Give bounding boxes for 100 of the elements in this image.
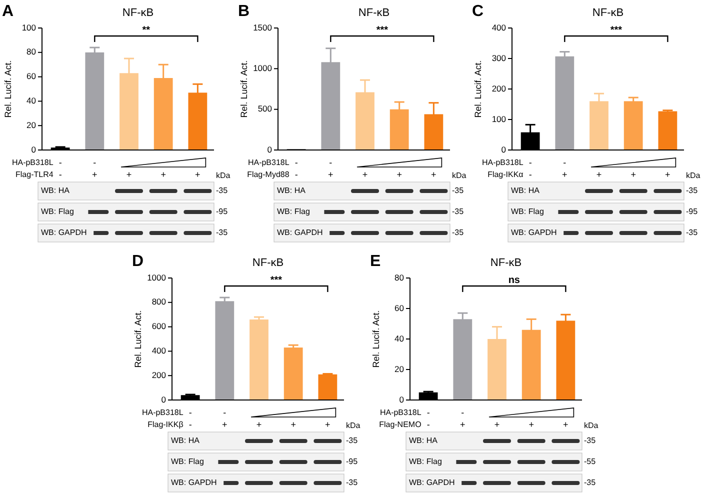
y-tick-label: 0 — [31, 144, 36, 154]
text: + — [328, 169, 334, 180]
text: - — [188, 419, 192, 430]
text: -55 — [584, 457, 596, 466]
y-tick-label: 400 — [152, 345, 166, 356]
bar — [555, 56, 574, 150]
text: WB: GAPDH — [171, 478, 218, 488]
text: D — [132, 253, 144, 270]
text: - — [294, 157, 298, 168]
text: -35 — [584, 436, 596, 446]
text: kDa — [216, 171, 231, 180]
text: HA-pB318L — [142, 408, 184, 418]
text: + — [325, 419, 330, 430]
text: + — [630, 169, 636, 180]
text: - — [58, 157, 62, 168]
text: + — [160, 169, 166, 180]
text: B — [238, 3, 250, 20]
text: -95 — [216, 207, 228, 216]
y-tick-label: 1000 — [253, 62, 272, 73]
text: Flag-IKKα — [488, 170, 524, 180]
y-tick-label: 800 — [152, 296, 166, 307]
y-tick-label: 500 — [258, 104, 272, 114]
text: WB: GAPDH — [41, 228, 88, 238]
text: -35 — [584, 478, 596, 488]
text: -95 — [686, 207, 698, 216]
chart-title: NF-κB — [490, 257, 522, 269]
text: - — [461, 407, 464, 418]
bar — [318, 374, 338, 400]
y-tick-label: 100 — [492, 114, 506, 124]
text: -35 — [452, 207, 464, 216]
bar — [658, 111, 678, 150]
y-tick-label: 40 — [394, 333, 404, 344]
text: Flag-IKKβ — [148, 420, 184, 430]
y-tick-label: 40 — [26, 95, 36, 106]
y-axis-title: Rel. Lucif. Act. — [133, 310, 143, 368]
y-tick-label: 80 — [26, 46, 36, 57]
text: Flag-Myd88 — [247, 170, 290, 180]
y-axis-title: Rel. Lucif. Act. — [371, 310, 381, 368]
y-tick-label: 60 — [394, 302, 404, 313]
text: - — [93, 157, 96, 168]
y-tick-label: 200 — [492, 83, 506, 94]
annotation: ns — [508, 275, 520, 286]
y-tick-label: 200 — [152, 370, 166, 380]
y-tick-label: 60 — [26, 71, 36, 82]
text: HA-pB318L — [12, 158, 54, 168]
text: WB: GAPDH — [277, 228, 324, 238]
text: - — [294, 169, 298, 180]
text: - — [528, 157, 532, 168]
text: - — [188, 407, 192, 418]
y-tick-label: 0 — [267, 144, 272, 154]
y-tick-label: 1000 — [147, 272, 166, 282]
text: -35 — [216, 228, 228, 238]
text: kDa — [346, 421, 361, 430]
text: WB: HA — [409, 436, 438, 446]
text: + — [460, 419, 466, 430]
chart-title: NF-κB — [122, 7, 154, 19]
text: A — [2, 3, 14, 20]
y-tick-label: 1500 — [253, 22, 272, 32]
text: HA-pB318L — [380, 408, 422, 418]
bar — [215, 301, 234, 400]
y-tick-label: 400 — [492, 22, 506, 32]
text: WB: HA — [277, 186, 306, 196]
text: + — [396, 169, 402, 180]
text: - — [223, 407, 226, 418]
text: + — [563, 419, 568, 430]
bar — [85, 52, 104, 150]
text: WB: GAPDH — [409, 478, 456, 488]
annotation: *** — [270, 275, 282, 286]
y-tick-label: 20 — [26, 120, 36, 130]
text: E — [370, 253, 381, 270]
text: Flag-TLR4 — [16, 170, 54, 180]
y-tick-label: 100 — [22, 22, 36, 32]
text: - — [426, 407, 430, 418]
y-tick-label: 600 — [152, 321, 166, 332]
text: - — [563, 157, 566, 168]
annotation: ** — [142, 25, 150, 36]
text: kDa — [584, 421, 599, 430]
text: + — [290, 419, 296, 430]
text: + — [494, 419, 500, 430]
text: + — [126, 169, 132, 180]
y-tick-label: 300 — [492, 52, 506, 63]
text: WB: Flag — [277, 207, 310, 216]
y-axis-title: Rel. Lucif. Act. — [239, 60, 249, 118]
text: HA-pB318L — [248, 158, 290, 168]
text: WB: HA — [511, 186, 540, 196]
text: WB: Flag — [409, 457, 442, 466]
y-tick-label: 20 — [394, 364, 404, 374]
text: WB: Flag — [171, 457, 204, 466]
text: - — [528, 169, 532, 180]
text: + — [92, 169, 98, 180]
text: + — [195, 169, 200, 180]
text: kDa — [452, 171, 467, 180]
text: - — [329, 157, 332, 168]
y-tick-label: 0 — [161, 394, 166, 404]
y-tick-label: 0 — [501, 144, 506, 154]
text: -35 — [346, 478, 358, 488]
text: -35 — [346, 436, 358, 446]
text: + — [431, 169, 436, 180]
text: -95 — [346, 457, 358, 466]
y-tick-label: 80 — [394, 272, 404, 282]
